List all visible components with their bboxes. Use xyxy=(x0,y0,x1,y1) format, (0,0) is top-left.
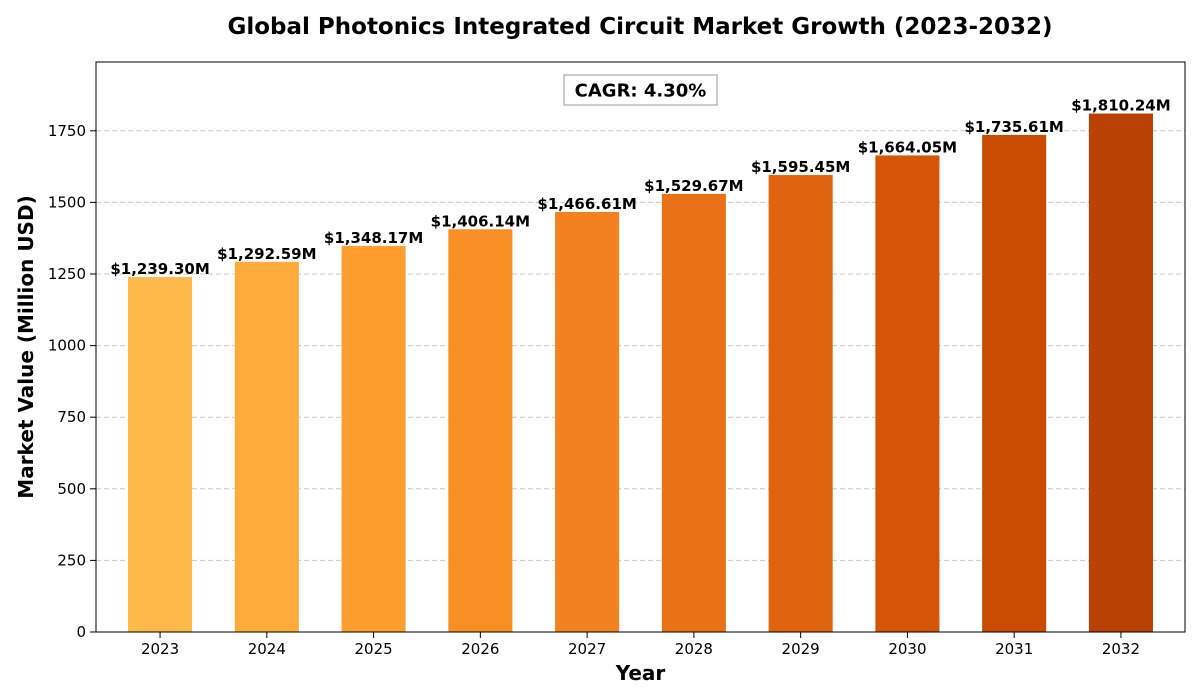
x-tick-label: 2024 xyxy=(248,640,286,658)
bars xyxy=(128,113,1153,633)
bar xyxy=(341,245,406,632)
x-axis-label: Year xyxy=(615,661,666,685)
bar-value-label: $1,595.45M xyxy=(751,158,850,176)
y-tick-label: 1500 xyxy=(48,193,86,211)
bar xyxy=(875,155,940,632)
chart-title: Global Photonics Integrated Circuit Mark… xyxy=(227,14,1052,40)
x-axis-ticks: 2023 2024 2025 2026 2027 2028 2029 2030 2031 2032 xyxy=(141,632,1140,658)
bar-value-label: $1,348.17M xyxy=(324,229,423,247)
bar xyxy=(661,193,726,633)
bar xyxy=(555,211,620,632)
x-tick-label: 2031 xyxy=(995,640,1033,658)
bar-value-label: $1,529.67M xyxy=(644,177,743,195)
bar xyxy=(234,261,299,632)
bar-value-label: $1,466.61M xyxy=(537,195,636,213)
y-tick-label: 0 xyxy=(76,623,86,641)
y-tick-label: 1250 xyxy=(48,265,86,283)
bar xyxy=(448,229,513,633)
y-tick-label: 250 xyxy=(57,551,86,569)
bar-value-label: $1,239.30M xyxy=(110,260,209,278)
cagr-label: CAGR: 4.30% xyxy=(575,81,707,102)
y-tick-label: 1750 xyxy=(48,122,86,140)
x-tick-label: 2025 xyxy=(354,640,392,658)
y-tick-label: 750 xyxy=(57,408,86,426)
x-tick-label: 2029 xyxy=(782,640,820,658)
bar xyxy=(982,134,1047,632)
y-tick-label: 1000 xyxy=(48,337,86,355)
x-tick-label: 2027 xyxy=(568,640,606,658)
bar-value-label: $1,735.61M xyxy=(964,118,1063,136)
y-axis-label: Market Value (Million USD) xyxy=(14,195,38,498)
bar-value-label: $1,664.05M xyxy=(858,138,957,156)
x-tick-label: 2032 xyxy=(1102,640,1140,658)
y-axis-ticks: 0 250 500 750 1000 1250 1500 1750 xyxy=(48,122,96,641)
y-tick-label: 500 xyxy=(57,480,86,498)
cagr-box xyxy=(563,74,718,106)
x-tick-label: 2026 xyxy=(461,640,499,658)
bar xyxy=(128,277,193,632)
cagr-annotation: CAGR: 4.30% xyxy=(563,74,718,106)
bar-value-label: $1,292.59M xyxy=(217,245,316,263)
x-tick-label: 2030 xyxy=(888,640,926,658)
x-tick-label: 2028 xyxy=(675,640,713,658)
bar xyxy=(768,175,833,632)
bar-value-label: $1,406.14M xyxy=(431,212,530,230)
bar xyxy=(1088,113,1153,633)
plot-frame xyxy=(95,61,1186,633)
data-labels: $1,239.30M $1,292.59M $1,348.17M $1,406.14M… xyxy=(110,97,1170,279)
x-tick-label: 2023 xyxy=(141,640,179,658)
bar-value-label: $1,810.24M xyxy=(1071,97,1170,115)
